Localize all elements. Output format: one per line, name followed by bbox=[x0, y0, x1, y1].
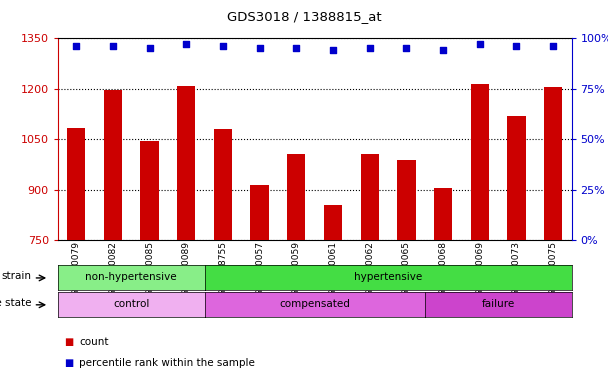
Bar bbox=[397, 160, 415, 240]
Bar bbox=[471, 84, 489, 240]
Text: failure: failure bbox=[482, 299, 515, 310]
Point bbox=[255, 45, 264, 51]
Point bbox=[291, 45, 301, 51]
Bar bbox=[507, 116, 526, 240]
Bar bbox=[287, 154, 305, 240]
Bar bbox=[324, 205, 342, 240]
Bar bbox=[177, 86, 195, 240]
Point bbox=[401, 45, 411, 51]
Bar bbox=[250, 185, 269, 240]
Point bbox=[511, 43, 521, 50]
Text: non-hypertensive: non-hypertensive bbox=[85, 272, 177, 283]
Text: hypertensive: hypertensive bbox=[354, 272, 422, 283]
Text: count: count bbox=[79, 337, 109, 347]
Text: disease state: disease state bbox=[0, 298, 32, 308]
Text: ■: ■ bbox=[64, 358, 73, 368]
Point bbox=[328, 47, 338, 53]
Point bbox=[145, 45, 154, 51]
Bar bbox=[544, 87, 562, 240]
Bar bbox=[434, 188, 452, 240]
Point bbox=[548, 43, 558, 50]
Text: ■: ■ bbox=[64, 337, 73, 347]
Point bbox=[71, 43, 81, 50]
Text: compensated: compensated bbox=[279, 299, 350, 310]
Point bbox=[475, 41, 485, 48]
Bar bbox=[103, 90, 122, 240]
Text: control: control bbox=[113, 299, 150, 310]
Point bbox=[108, 43, 118, 50]
Text: percentile rank within the sample: percentile rank within the sample bbox=[79, 358, 255, 368]
Point bbox=[218, 43, 228, 50]
Bar bbox=[214, 129, 232, 240]
Bar bbox=[361, 154, 379, 240]
Text: strain: strain bbox=[2, 271, 32, 281]
Point bbox=[181, 41, 191, 48]
Point bbox=[438, 47, 448, 53]
Text: GDS3018 / 1388815_at: GDS3018 / 1388815_at bbox=[227, 10, 381, 23]
Bar bbox=[140, 141, 159, 240]
Point bbox=[365, 45, 375, 51]
Bar bbox=[67, 128, 85, 240]
